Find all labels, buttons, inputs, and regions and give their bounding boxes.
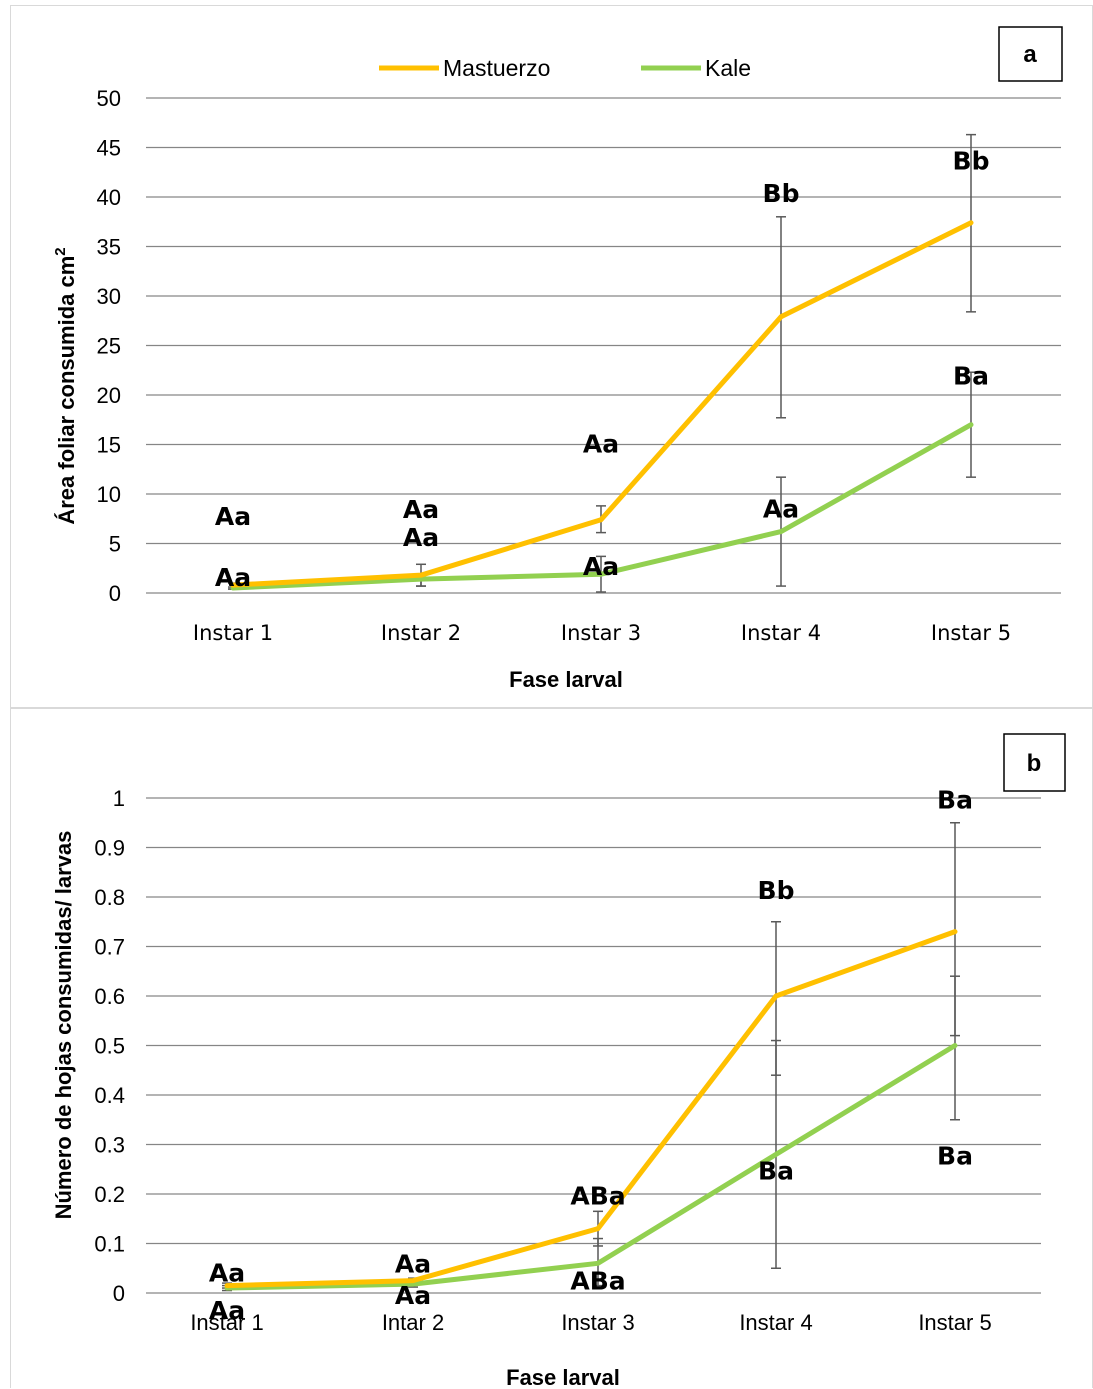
y-tick-label: 0.3 (94, 1133, 125, 1158)
y-axis-title-a: Área foliar consumida cm2 (52, 247, 79, 524)
significance-label: Bb (953, 147, 990, 176)
series-line-mastuerzo (224, 929, 958, 1289)
y-axis-title-b: Número de hojas consumidas/ larvas (51, 831, 76, 1220)
x-tick-label: Instar 5 (918, 1310, 991, 1335)
y-tick-label: 50 (97, 86, 121, 111)
x-axis-title-b: Fase larval (506, 1365, 620, 1389)
y-tick-label: 30 (97, 284, 121, 309)
significance-label: Aa (215, 502, 251, 531)
y-tick-label: 40 (97, 185, 121, 210)
significance-label: Aa (395, 1250, 431, 1279)
y-tick-label: 0 (113, 1281, 125, 1306)
chart-a-svg: 0 5 10 15 20 25 30 35 40 45 50 Instar 1 Instar 2 Ins… (52, 26, 1063, 692)
y-tick-label: 45 (97, 136, 121, 161)
x-tick-label: Instar 1 (190, 1310, 263, 1335)
y-tick-label: 0.9 (94, 836, 125, 861)
x-tick-label: Instar 5 (931, 621, 1011, 645)
y-tick-label: 0.4 (94, 1083, 125, 1108)
x-tick-label: Instar 1 (193, 621, 273, 645)
x-tick-label: Instar 4 (741, 621, 821, 645)
series-line-kale (224, 1043, 958, 1291)
significance-label: ABa (570, 1182, 625, 1211)
series-line-mastuerzo (230, 220, 974, 588)
significance-label: Aa (583, 430, 619, 459)
significance-label: Aa (763, 495, 799, 524)
significance-label: Aa (403, 495, 439, 524)
panel-label-box-a (998, 26, 1063, 82)
x-tick-label: Instar 4 (739, 1310, 812, 1335)
significance-label: Aa (209, 1259, 245, 1288)
significance-label: Ba (953, 362, 989, 391)
x-tick-label: Instar 2 (381, 621, 461, 645)
y-tick-label: 1 (113, 786, 125, 811)
y-tick-label: 35 (97, 235, 121, 260)
significance-label: Aa (403, 523, 439, 552)
significance-label: Aa (395, 1281, 431, 1310)
legend-mastuerzo-label: Mastuerzo (443, 55, 550, 81)
chart-panel-a: 0 5 10 15 20 25 30 35 40 45 50 Instar 1 Instar 2 Ins… (10, 5, 1093, 708)
chart-b-svg: 0 0.1 0.2 0.3 0.4 0.5 0.6 0.7 0.8 0.9 1 Instar 1 In… (51, 733, 1066, 1389)
significance-label: Aa (215, 563, 251, 592)
significance-label: Bb (758, 876, 795, 905)
y-tick-label: 0 (109, 581, 121, 606)
y-tick-label: 0.1 (94, 1232, 125, 1257)
y-tick-label: 0.5 (94, 1034, 125, 1059)
y-tick-label: 0.7 (94, 935, 125, 960)
significance-label: Bb (763, 179, 800, 208)
y-tick-label: 0.6 (94, 984, 125, 1009)
significance-label: Aa (583, 552, 619, 581)
y-tick-label: 20 (97, 383, 121, 408)
y-tick-label: 0.2 (94, 1182, 125, 1207)
significance-label: Ba (937, 1142, 973, 1171)
panel-label-box-b (1003, 733, 1066, 792)
significance-label: ABa (570, 1266, 625, 1295)
significance-label: Ba (937, 786, 973, 815)
y-tick-label: 5 (109, 532, 121, 557)
x-tick-label: Intar 2 (382, 1310, 444, 1335)
chart-panel-b: 0 0.1 0.2 0.3 0.4 0.5 0.6 0.7 0.8 0.9 1 Instar 1 In… (10, 708, 1093, 1389)
y-axis-title-a-sup: 2 (52, 247, 69, 255)
y-tick-label: 10 (97, 482, 121, 507)
x-tick-label: Instar 3 (561, 1310, 634, 1335)
x-axis-title-a: Fase larval (509, 667, 623, 692)
x-tick-label: Instar 3 (561, 621, 641, 645)
y-tick-label: 0.8 (94, 885, 125, 910)
y-tick-label: 15 (97, 433, 121, 458)
significance-label: Ba (758, 1156, 794, 1185)
panel-label-b: b (1027, 750, 1042, 777)
y-tick-label: 25 (97, 334, 121, 359)
significance-label: Aa (209, 1296, 245, 1325)
y-axis-title-a-text: Área foliar consumida cm (54, 256, 79, 525)
panel-label-a: a (1023, 41, 1037, 68)
legend-kale-label: Kale (705, 55, 751, 81)
series-line-kale (230, 422, 974, 591)
